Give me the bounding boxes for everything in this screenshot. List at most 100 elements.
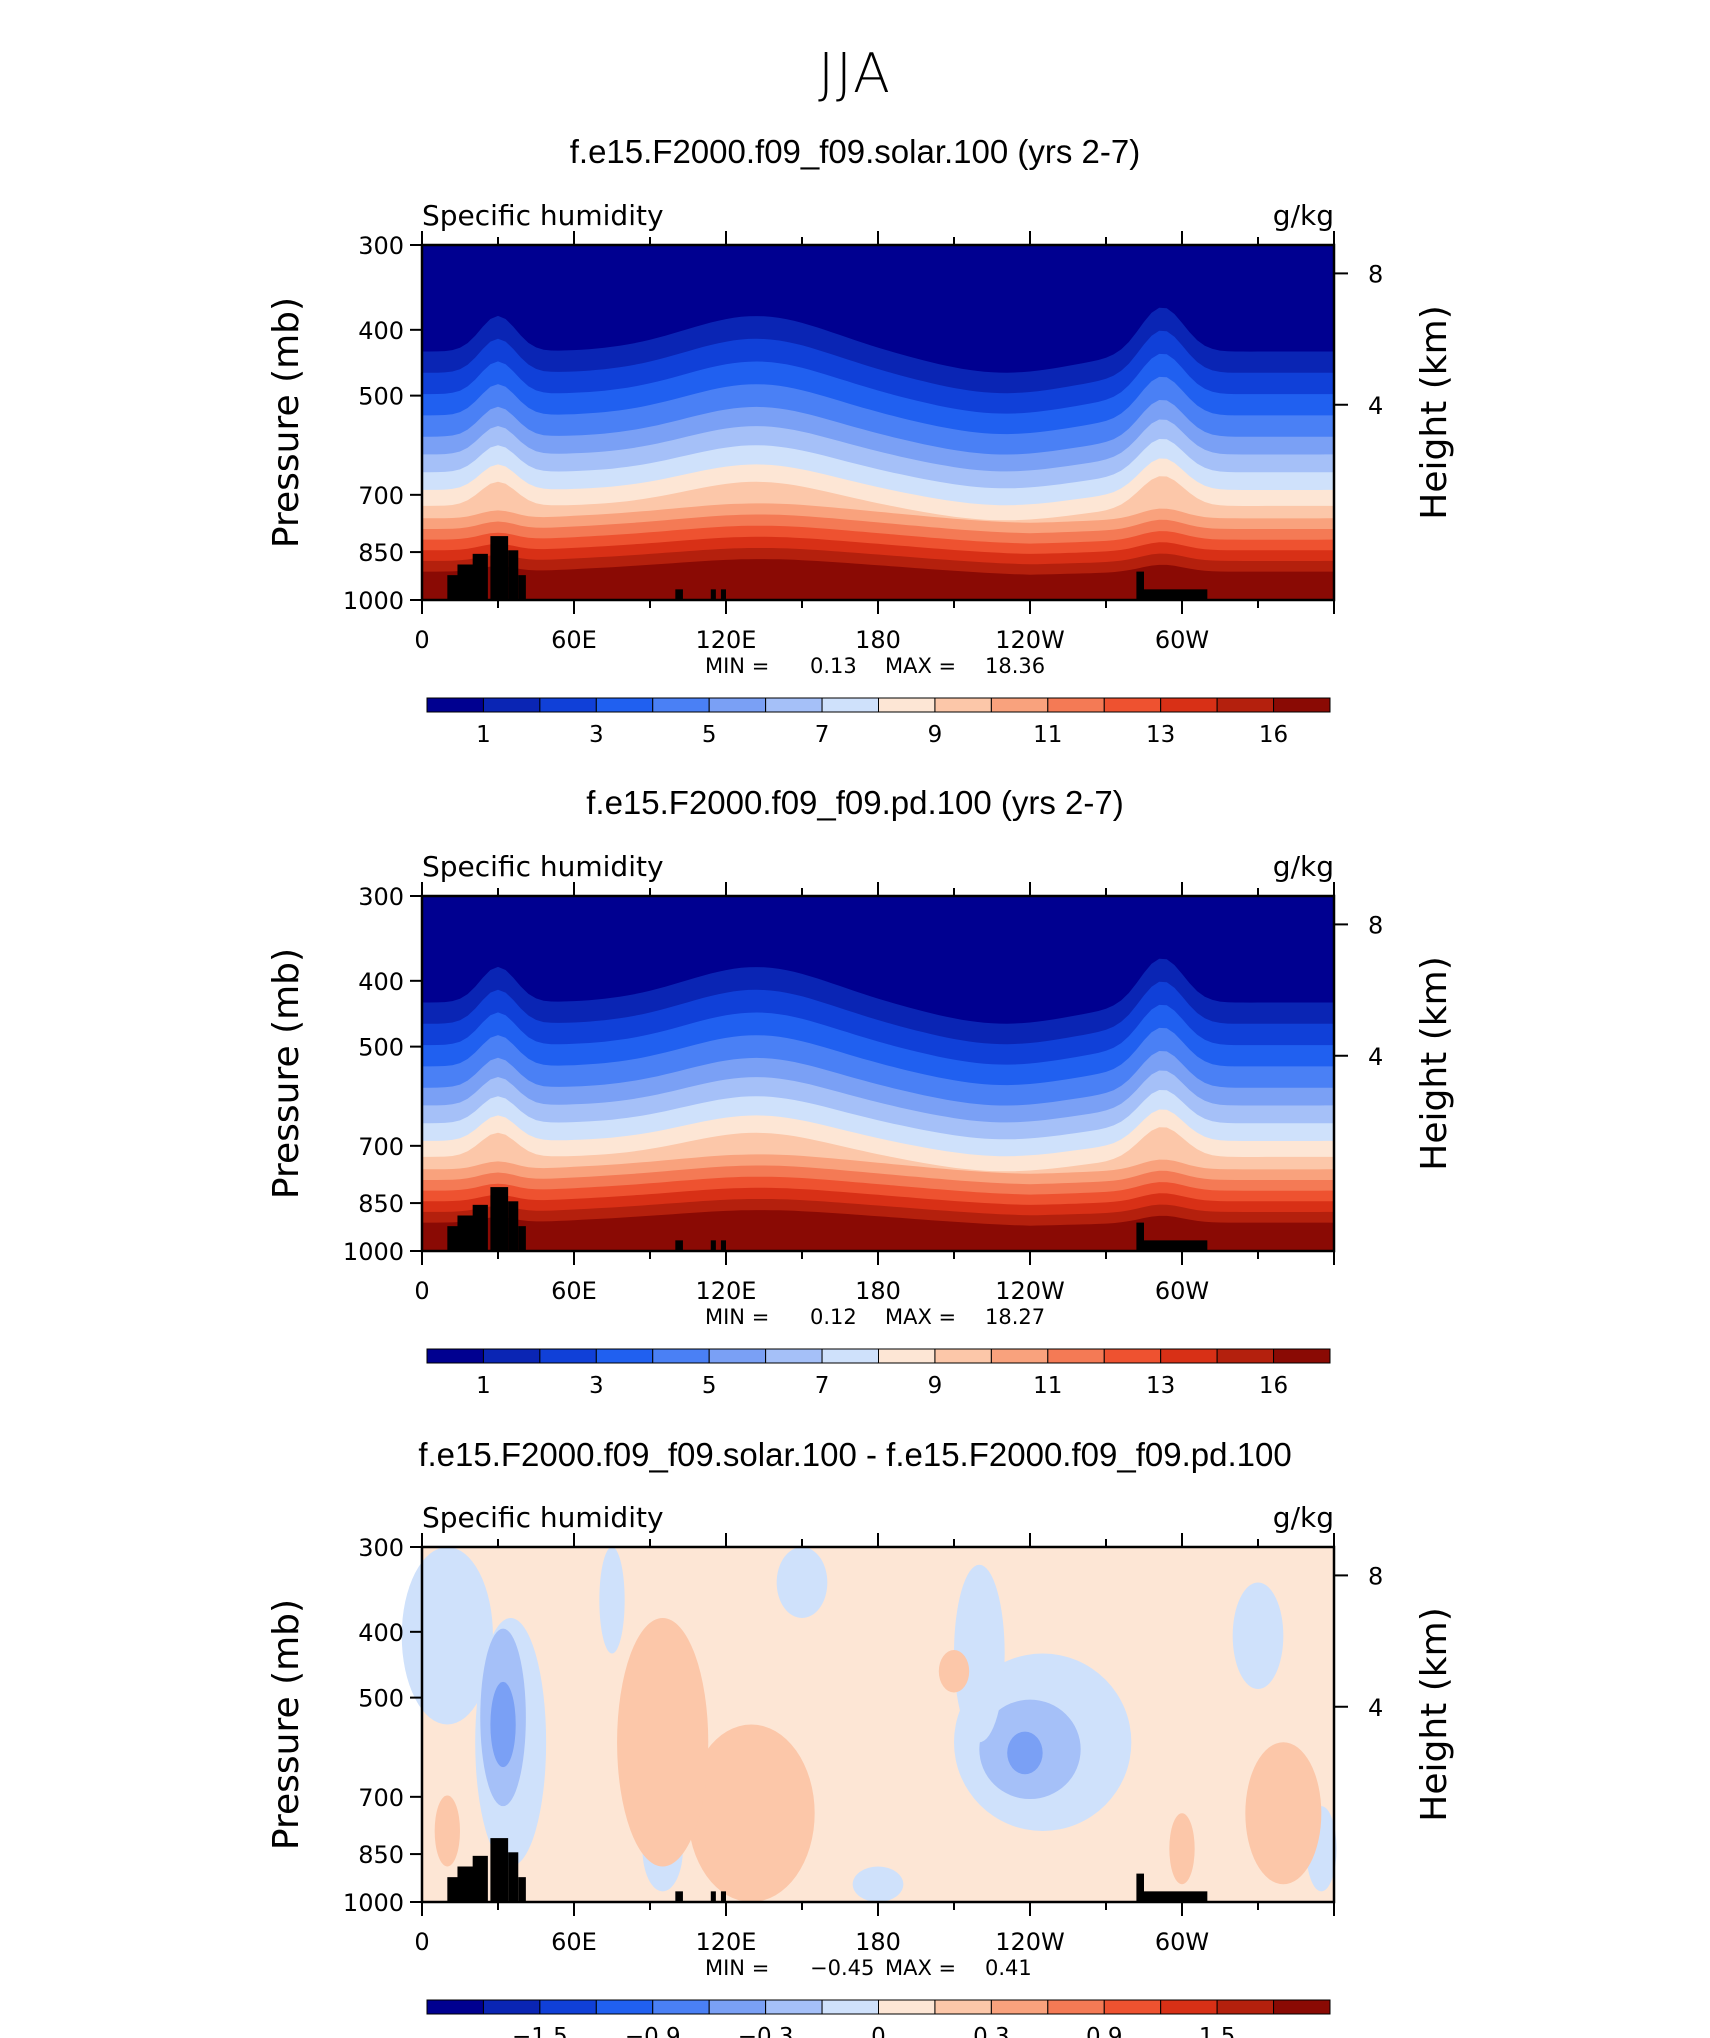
- topography-block: [720, 1891, 726, 1902]
- y-right-tick-label: 8: [1368, 911, 1383, 939]
- colorbar-box: [1273, 1348, 1331, 1364]
- y-tick-label: 850: [358, 539, 404, 567]
- colorbar: [426, 1999, 1331, 2015]
- max-value: 18.27: [985, 1305, 1045, 1329]
- colorbar-label: 5: [702, 1373, 717, 1399]
- x-tick-label: 60E: [551, 1928, 597, 1956]
- colorbar: [426, 697, 1331, 713]
- y-tick-label: 400: [358, 317, 404, 345]
- max-value: 0.41: [985, 1956, 1032, 1980]
- colorbar-box: [1273, 697, 1331, 713]
- colorbar-box: [1047, 1999, 1105, 2015]
- y-tick-label: 500: [358, 1034, 404, 1062]
- colorbar-label: −1.5: [512, 2024, 568, 2038]
- x-tick-label: 180: [855, 1928, 901, 1956]
- contour-band: [599, 1547, 625, 1654]
- contour-band: [1232, 1582, 1284, 1689]
- y-axis-right-label: Height (km): [1414, 956, 1455, 1170]
- x-tick-label: 60W: [1155, 1928, 1209, 1956]
- y-tick-label: 700: [358, 482, 404, 510]
- max-value: 18.36: [985, 654, 1045, 678]
- x-tick-label: 0: [414, 1928, 429, 1956]
- x-tick-label: 180: [855, 626, 901, 654]
- y-right-tick-label: 4: [1368, 1043, 1383, 1071]
- colorbar-box: [1160, 1999, 1218, 2015]
- topography-block: [1144, 1891, 1208, 1902]
- y-tick-label: 850: [358, 1190, 404, 1218]
- topography-block: [518, 1226, 526, 1251]
- topography-block: [1144, 589, 1208, 600]
- colorbar-box: [765, 1999, 823, 2015]
- topography-block: [472, 1204, 488, 1251]
- y-tick-label: 1000: [343, 1238, 404, 1266]
- contour-field: [422, 245, 1334, 600]
- colorbar-label: 13: [1146, 1373, 1175, 1399]
- colorbar-label: −0.3: [738, 2024, 794, 2038]
- colorbar-label: 1.5: [1199, 2024, 1236, 2038]
- variable-label: Specific humidity: [422, 199, 664, 232]
- topography-block: [710, 1240, 716, 1251]
- topography-block: [508, 550, 519, 600]
- topography-block: [675, 1891, 683, 1902]
- y-right-tick-label: 4: [1368, 392, 1383, 420]
- page-title: JJA: [818, 42, 892, 105]
- topography-block: [508, 1852, 519, 1902]
- y-right-tick-label: 4: [1368, 1694, 1383, 1722]
- min-label: MIN =: [705, 1305, 769, 1329]
- units-label: g/kg: [1273, 850, 1334, 883]
- x-tick-label: 120E: [696, 626, 757, 654]
- colorbar-label: 3: [589, 722, 604, 748]
- colorbar-box: [539, 1999, 597, 2015]
- colorbar-label: 9: [928, 722, 943, 748]
- units-label: g/kg: [1273, 1501, 1334, 1534]
- colorbar-box: [1216, 1999, 1275, 2015]
- topography-block: [490, 536, 509, 600]
- colorbar-box: [652, 1999, 710, 2015]
- x-tick-label: 60E: [551, 626, 597, 654]
- colorbar-label: 7: [815, 722, 830, 748]
- colorbar-label: −0.9: [625, 2024, 681, 2038]
- topography-mask: [447, 1838, 1208, 1902]
- contour-band: [422, 559, 1334, 600]
- y-tick-label: 500: [358, 383, 404, 411]
- colorbar-label: 11: [1033, 1373, 1062, 1399]
- topography-block: [490, 1187, 509, 1251]
- colorbar-label: 16: [1259, 722, 1288, 748]
- x-tick-label: 120E: [696, 1277, 757, 1305]
- topography-block: [710, 1891, 716, 1902]
- contour-band: [1245, 1742, 1322, 1885]
- topography-block: [710, 589, 716, 600]
- x-tick-label: 180: [855, 1277, 901, 1305]
- variable-label: Specific humidity: [422, 850, 664, 883]
- topography-block: [490, 1838, 509, 1902]
- contour-band: [434, 1795, 461, 1867]
- colorbar-label: 9: [928, 1373, 943, 1399]
- min-label: MIN =: [705, 1956, 769, 1980]
- colorbar-box: [990, 1999, 1049, 2015]
- topography-mask: [447, 536, 1208, 600]
- contour-band: [688, 1724, 815, 1902]
- y-tick-label: 1000: [343, 587, 404, 615]
- contour-band: [776, 1547, 828, 1618]
- topography-block: [472, 553, 488, 600]
- x-tick-label: 60E: [551, 1277, 597, 1305]
- y-axis-right-label: Height (km): [1414, 1607, 1455, 1821]
- x-tick-label: 120W: [995, 1277, 1065, 1305]
- x-tick-label: 0: [414, 1277, 429, 1305]
- colorbar-label: 3: [589, 1373, 604, 1399]
- topography-block: [675, 589, 683, 600]
- panel-title-3: f.e15.F2000.f09_f09.solar.100 - f.e15.F2…: [418, 1436, 1292, 1473]
- x-tick-label: 120W: [995, 626, 1065, 654]
- y-tick-label: 400: [358, 1619, 404, 1647]
- x-tick-label: 120W: [995, 1928, 1065, 1956]
- x-tick-label: 120E: [696, 1928, 757, 1956]
- topography-block: [518, 1877, 526, 1902]
- topography-block: [720, 1240, 726, 1251]
- colorbar-box: [595, 1999, 654, 2015]
- colorbar-label: 7: [815, 1373, 830, 1399]
- colorbar-label: 5: [702, 722, 717, 748]
- contour-field: [401, 1547, 1337, 1902]
